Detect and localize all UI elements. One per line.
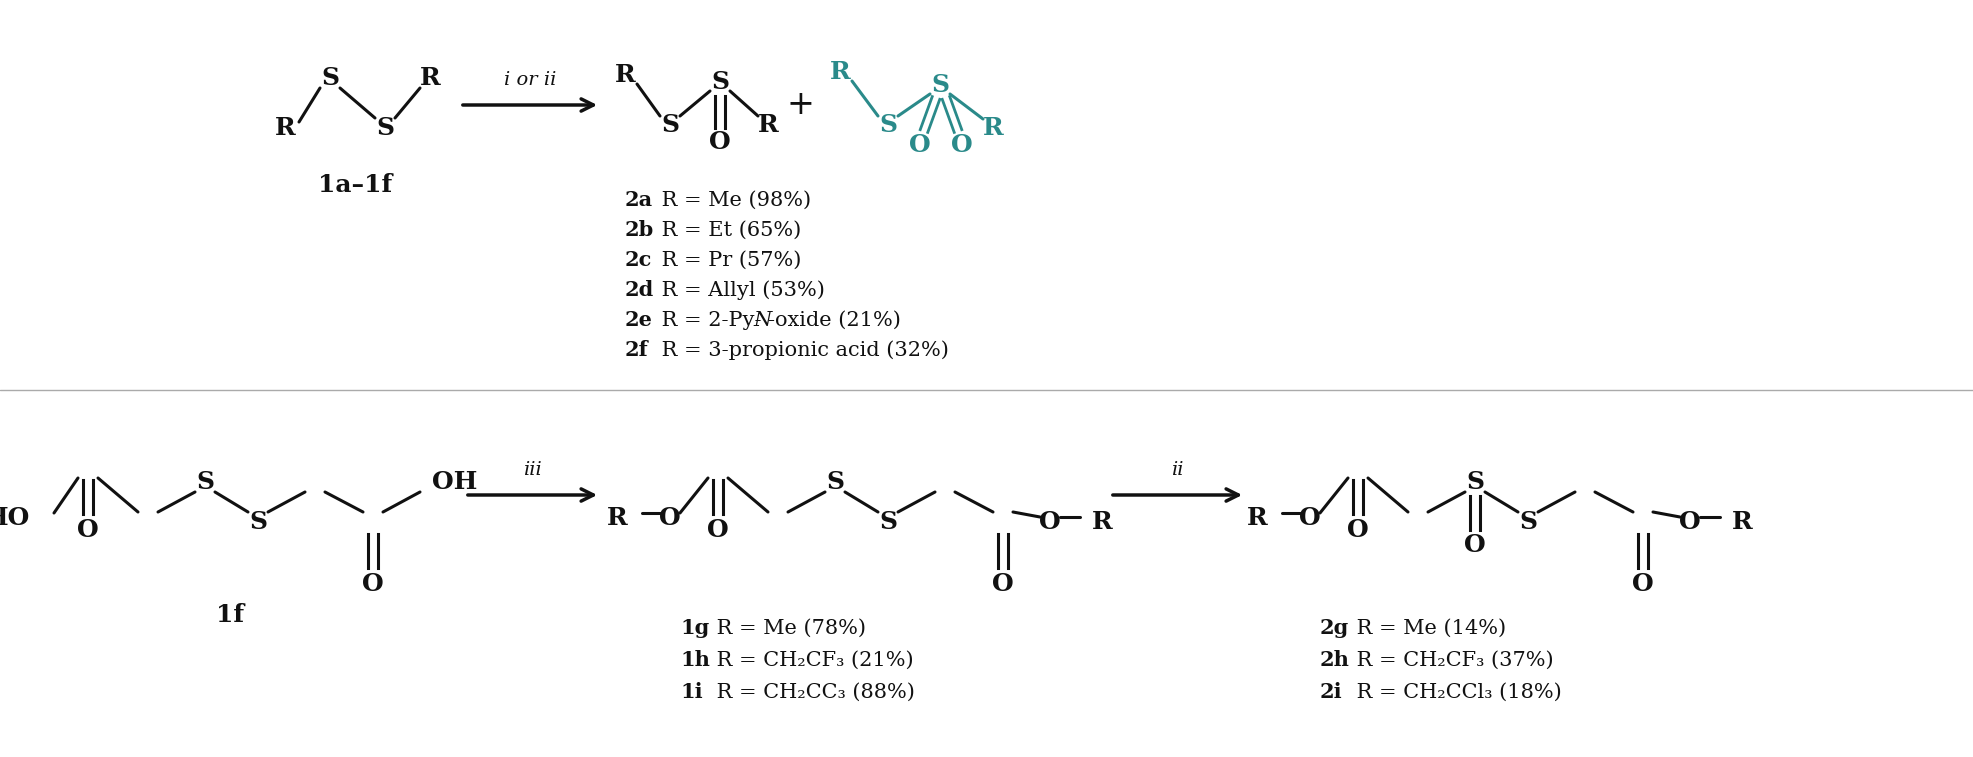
Text: R: R	[1730, 510, 1752, 534]
Text: 2e: 2e	[625, 310, 653, 330]
Text: O: O	[706, 518, 728, 542]
Text: O: O	[1298, 506, 1320, 530]
Text: O: O	[951, 133, 973, 157]
Text: 2h: 2h	[1320, 650, 1350, 670]
Text: S: S	[1519, 510, 1537, 534]
Text: 2d: 2d	[625, 280, 653, 300]
Text: R = Me (78%): R = Me (78%)	[710, 618, 866, 637]
Text: O: O	[708, 130, 730, 154]
Text: S: S	[1466, 470, 1484, 494]
Text: -oxide (21%): -oxide (21%)	[767, 310, 900, 329]
Text: R: R	[420, 66, 440, 90]
Text: ii: ii	[1170, 461, 1182, 479]
Text: S: S	[322, 66, 339, 90]
Text: 2c: 2c	[625, 250, 651, 270]
Text: S: S	[878, 510, 896, 534]
Text: O: O	[1346, 518, 1367, 542]
Text: S: S	[931, 73, 949, 97]
Text: O: O	[992, 572, 1014, 596]
Text: R = 3-propionic acid (32%): R = 3-propionic acid (32%)	[655, 340, 949, 360]
Text: S: S	[710, 70, 728, 94]
Text: R = 2-Py-: R = 2-Py-	[655, 310, 762, 329]
Text: R: R	[1247, 506, 1267, 530]
Text: S: S	[661, 113, 679, 137]
Text: O: O	[1679, 510, 1701, 534]
Text: S: S	[249, 510, 266, 534]
Text: 2b: 2b	[625, 220, 653, 240]
Text: R: R	[983, 116, 1002, 140]
Text: i or ii: i or ii	[503, 71, 556, 89]
Text: R: R	[829, 60, 850, 84]
Text: 2i: 2i	[1320, 682, 1342, 702]
Text: O: O	[659, 506, 681, 530]
Text: S: S	[825, 470, 844, 494]
Text: R = Me (98%): R = Me (98%)	[655, 191, 811, 210]
Text: R: R	[758, 113, 777, 137]
Text: R = Allyl (53%): R = Allyl (53%)	[655, 280, 825, 300]
Text: R = Me (14%): R = Me (14%)	[1350, 618, 1505, 637]
Text: 1f: 1f	[215, 603, 245, 627]
Text: S: S	[195, 470, 213, 494]
Text: R = CH₂CF₃ (21%): R = CH₂CF₃ (21%)	[710, 650, 913, 669]
Text: O: O	[361, 572, 383, 596]
Text: 1i: 1i	[679, 682, 702, 702]
Text: R = Et (65%): R = Et (65%)	[655, 220, 801, 239]
Text: R: R	[608, 506, 627, 530]
Text: 1h: 1h	[679, 650, 710, 670]
Text: R: R	[1091, 510, 1113, 534]
Text: 1a–1f: 1a–1f	[318, 173, 393, 197]
Text: O: O	[1464, 533, 1486, 557]
Text: +: +	[785, 89, 813, 121]
Text: OH: OH	[432, 470, 477, 494]
Text: N: N	[752, 310, 771, 329]
Text: R = CH₂CF₃ (37%): R = CH₂CF₃ (37%)	[1350, 650, 1553, 669]
Text: R = Pr (57%): R = Pr (57%)	[655, 251, 801, 269]
Text: 2a: 2a	[625, 190, 653, 210]
Text: HO: HO	[0, 506, 30, 530]
Text: R = CH₂CCl₃ (18%): R = CH₂CCl₃ (18%)	[1350, 683, 1561, 702]
Text: R: R	[614, 63, 635, 87]
Text: S: S	[878, 113, 896, 137]
Text: S: S	[375, 116, 395, 140]
Text: iii: iii	[523, 461, 541, 479]
Text: R = CH₂CC₃ (88%): R = CH₂CC₃ (88%)	[710, 683, 913, 702]
Text: 2f: 2f	[625, 340, 649, 360]
Text: O: O	[910, 133, 931, 157]
Text: O: O	[77, 518, 99, 542]
Text: 2g: 2g	[1320, 618, 1350, 638]
Text: 1g: 1g	[679, 618, 708, 638]
Text: O: O	[1632, 572, 1653, 596]
Text: O: O	[1038, 510, 1060, 534]
Text: R: R	[274, 116, 296, 140]
